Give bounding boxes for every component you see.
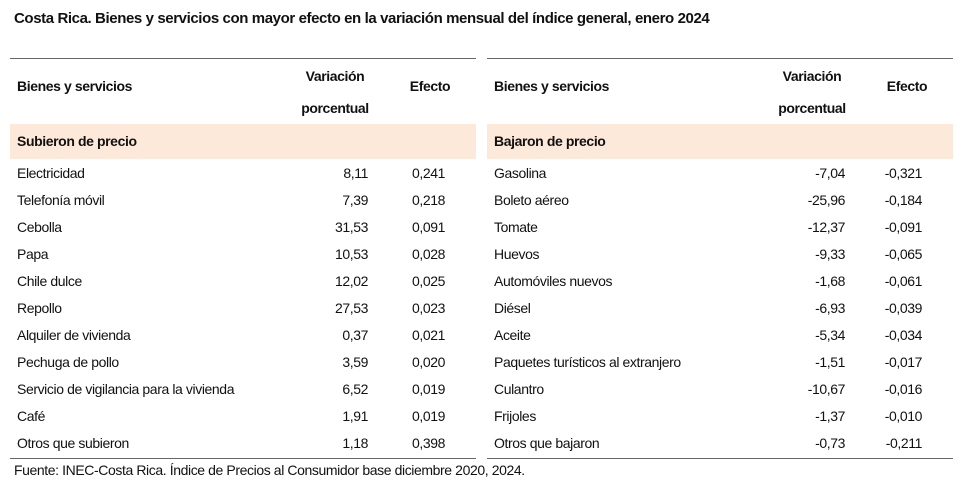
row-variation: 6,52 xyxy=(342,381,368,397)
row-effect: -0,039 xyxy=(884,300,923,316)
row-effect: 0,021 xyxy=(411,327,445,343)
row-label: Papa xyxy=(17,246,49,262)
row-label: Repollo xyxy=(17,300,62,316)
row-effect: 0,398 xyxy=(411,435,445,451)
header-top-rule xyxy=(10,58,476,59)
row-effect: -0,016 xyxy=(884,381,923,397)
row-effect: -0,091 xyxy=(884,219,923,235)
row-variation: -5,34 xyxy=(815,327,845,343)
row-variation: 12,02 xyxy=(334,273,368,289)
row-label: Alquiler de vivienda xyxy=(17,327,131,343)
row-variation: 1,18 xyxy=(342,435,368,451)
section-band xyxy=(10,124,476,159)
row-effect: 0,023 xyxy=(411,300,445,316)
row-variation: -6,93 xyxy=(815,300,845,316)
row-label: Boleto aéreo xyxy=(494,192,569,208)
row-effect: -0,061 xyxy=(884,273,923,289)
row-effect: 0,019 xyxy=(411,408,445,424)
row-label: Aceite xyxy=(494,327,531,343)
row-effect: -0,184 xyxy=(884,192,923,208)
title: Costa Rica. Bienes y servicios con mayor… xyxy=(14,10,710,27)
row-label: Servicio de vigilancia para la vivienda xyxy=(17,381,235,397)
row-variation: -1,51 xyxy=(815,354,845,370)
row-effect: -0,010 xyxy=(884,408,923,424)
row-variation: 7,39 xyxy=(342,192,368,208)
row-effect: -0,034 xyxy=(884,327,923,343)
row-label: Automóviles nuevos xyxy=(494,273,613,289)
row-variation: -10,67 xyxy=(807,381,846,397)
row-label: Culantro xyxy=(494,381,544,397)
row-label: Café xyxy=(17,408,45,424)
header-cell: Bienes y servicios xyxy=(494,78,609,94)
row-effect: -0,065 xyxy=(884,246,923,262)
header-top-rule xyxy=(487,58,953,59)
row-variation: 10,53 xyxy=(334,246,368,262)
row-label: Chile dulce xyxy=(17,273,82,289)
row-label: Cebolla xyxy=(17,219,62,235)
header-cell: Efecto xyxy=(886,78,928,94)
row-label: Otros que subieron xyxy=(17,435,129,451)
row-effect: 0,241 xyxy=(411,165,445,181)
row-effect: -0,211 xyxy=(885,435,923,451)
row-variation: -1,37 xyxy=(815,408,845,424)
row-effect: 0,025 xyxy=(411,273,445,289)
row-label: Pechuga de pollo xyxy=(17,354,119,370)
row-variation: 1,91 xyxy=(342,408,368,424)
row-effect: 0,020 xyxy=(411,354,445,370)
row-effect: 0,028 xyxy=(411,246,445,262)
row-label: Frijoles xyxy=(494,408,536,424)
row-variation: -12,37 xyxy=(807,219,846,235)
row-label: Gasolina xyxy=(494,165,547,181)
row-variation: 0,37 xyxy=(342,327,368,343)
row-label: Huevos xyxy=(494,246,540,262)
row-variation: -25,96 xyxy=(807,192,846,208)
row-label: Otros que bajaron xyxy=(494,435,600,451)
row-effect: -0,321 xyxy=(884,165,923,181)
row-label: Electricidad xyxy=(17,165,85,181)
row-label: Telefonía móvil xyxy=(17,192,105,208)
row-variation: 8,11 xyxy=(343,165,368,181)
row-variation: -1,68 xyxy=(815,273,845,289)
row-variation: 3,59 xyxy=(342,354,368,370)
row-effect: 0,091 xyxy=(411,219,445,235)
row-variation: -9,33 xyxy=(815,246,845,262)
row-effect: 0,019 xyxy=(411,381,445,397)
row-label: Tomate xyxy=(494,219,538,235)
section-label: Subieron de precio xyxy=(17,133,137,149)
row-variation: 31,53 xyxy=(334,219,368,235)
row-label: Paquetes turísticos al extranjero xyxy=(494,354,681,370)
table-bottom-rule xyxy=(487,458,953,459)
header-cell: Variación porcentual xyxy=(301,68,369,116)
header-cell: Variación porcentual xyxy=(778,68,846,116)
section-band xyxy=(487,124,953,159)
header-cell: Efecto xyxy=(409,78,451,94)
footnote: Fuente: INEC-Costa Rica. Índice de Preci… xyxy=(14,462,525,478)
row-variation: -0,73 xyxy=(815,435,845,451)
row-variation: 27,53 xyxy=(334,300,368,316)
row-label: Diésel xyxy=(494,300,531,316)
section-label: Bajaron de precio xyxy=(494,133,606,149)
header-cell: Bienes y servicios xyxy=(17,78,132,94)
row-variation: -7,04 xyxy=(815,165,845,181)
row-effect: -0,017 xyxy=(884,354,923,370)
table-bottom-rule xyxy=(10,458,476,459)
row-effect: 0,218 xyxy=(411,192,445,208)
